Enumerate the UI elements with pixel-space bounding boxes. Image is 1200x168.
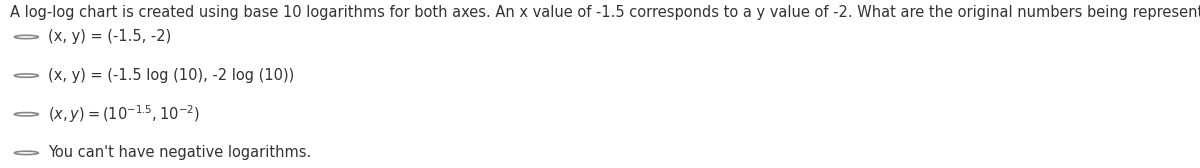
Text: $(x, y) = (10^{-1.5}, 10^{-2})$: $(x, y) = (10^{-1.5}, 10^{-2})$ [48, 103, 200, 125]
Text: (x, y) = (-1.5 log (10), -2 log (10)): (x, y) = (-1.5 log (10), -2 log (10)) [48, 68, 294, 83]
Text: You can't have negative logarithms.: You can't have negative logarithms. [48, 145, 311, 160]
Text: (x, y) = (-1.5, -2): (x, y) = (-1.5, -2) [48, 29, 172, 45]
Text: A log-log chart is created using base 10 logarithms for both axes. An x value of: A log-log chart is created using base 10… [10, 5, 1200, 20]
